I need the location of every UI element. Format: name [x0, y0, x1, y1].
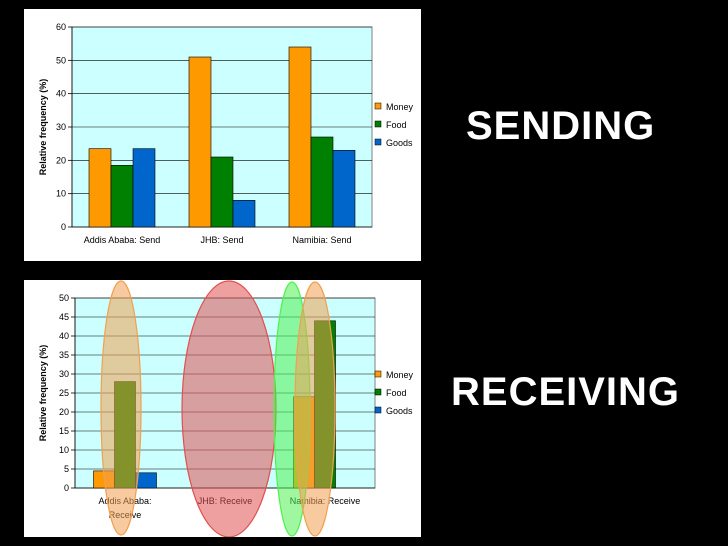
y-tick-label: 10 — [56, 189, 66, 199]
y-tick-label: 35 — [59, 350, 69, 360]
legend-swatch-money — [374, 370, 382, 378]
bar-food-jhb-send — [210, 156, 234, 228]
bar-money-namibia-send — [288, 46, 312, 228]
x-category-label: Namibia: Send — [292, 235, 351, 245]
y-tick-label: 5 — [64, 464, 69, 474]
bar-goods-addis-ababa-send — [132, 148, 156, 228]
bar-goods-addis-ababa-receive — [135, 472, 157, 489]
legend-label-goods: Goods — [386, 138, 413, 148]
y-tick-label: 50 — [56, 55, 66, 65]
y-tick-label: 25 — [59, 388, 69, 398]
bar-goods-namibia-send — [332, 150, 356, 228]
legend-label-money: Money — [386, 370, 414, 380]
y-tick-label: 0 — [64, 483, 69, 493]
x-category-label: JHB: Send — [200, 235, 243, 245]
bar-food-addis-ababa-send — [110, 165, 134, 228]
y-tick-label: 15 — [59, 426, 69, 436]
legend-swatch-money — [374, 102, 382, 110]
receiving-chart: 05101520253035404550Addis Ababa:ReceiveJ… — [38, 280, 414, 537]
sending-label: SENDING — [466, 104, 656, 148]
legend-label-money: Money — [386, 102, 414, 112]
y-tick-label: 60 — [56, 22, 66, 32]
y-tick-label: 0 — [61, 222, 66, 232]
highlight-ellipse-2 — [181, 280, 277, 537]
highlight-ellipse-1 — [100, 280, 142, 536]
legend-label-food: Food — [386, 120, 407, 130]
y-tick-label: 40 — [59, 331, 69, 341]
legend-swatch-food — [374, 388, 382, 396]
legend-swatch-goods — [374, 406, 382, 414]
sending-chart-panel: 0 10 20 30 40 50 60 Addis Ababa: Send JHB: Send N… — [24, 9, 421, 261]
y-tick-label: 45 — [59, 312, 69, 322]
y-tick-label: 30 — [59, 369, 69, 379]
bar-goods-jhb-send — [232, 200, 256, 228]
sending-chart: 0 10 20 30 40 50 60 Addis Ababa: Send JHB: Send N… — [38, 22, 414, 245]
bar-food-namibia-send — [310, 136, 334, 228]
y-axis-label: Relative frequency (%) — [38, 345, 48, 442]
y-tick-label: 20 — [56, 155, 66, 165]
y-tick-label: 50 — [59, 293, 69, 303]
y-tick-label: 20 — [59, 407, 69, 417]
receiving-label: RECEIVING — [451, 370, 681, 414]
legend-swatch-goods — [374, 138, 382, 146]
y-tick-label: 10 — [59, 445, 69, 455]
y-axis-label: Relative frequency (%) — [38, 79, 48, 176]
legend-label-food: Food — [386, 388, 407, 398]
receiving-chart-panel: 05101520253035404550Addis Ababa:ReceiveJ… — [24, 280, 421, 537]
bar-money-jhb-send — [188, 56, 212, 228]
x-category-label: Addis Ababa: Send — [84, 235, 161, 245]
legend-swatch-food — [374, 120, 382, 128]
legend-label-goods: Goods — [386, 406, 413, 416]
y-tick-label: 30 — [56, 122, 66, 132]
y-tick-label: 40 — [56, 89, 66, 99]
bar-money-addis-ababa-send — [88, 148, 112, 228]
highlight-ellipse-4 — [294, 281, 336, 537]
